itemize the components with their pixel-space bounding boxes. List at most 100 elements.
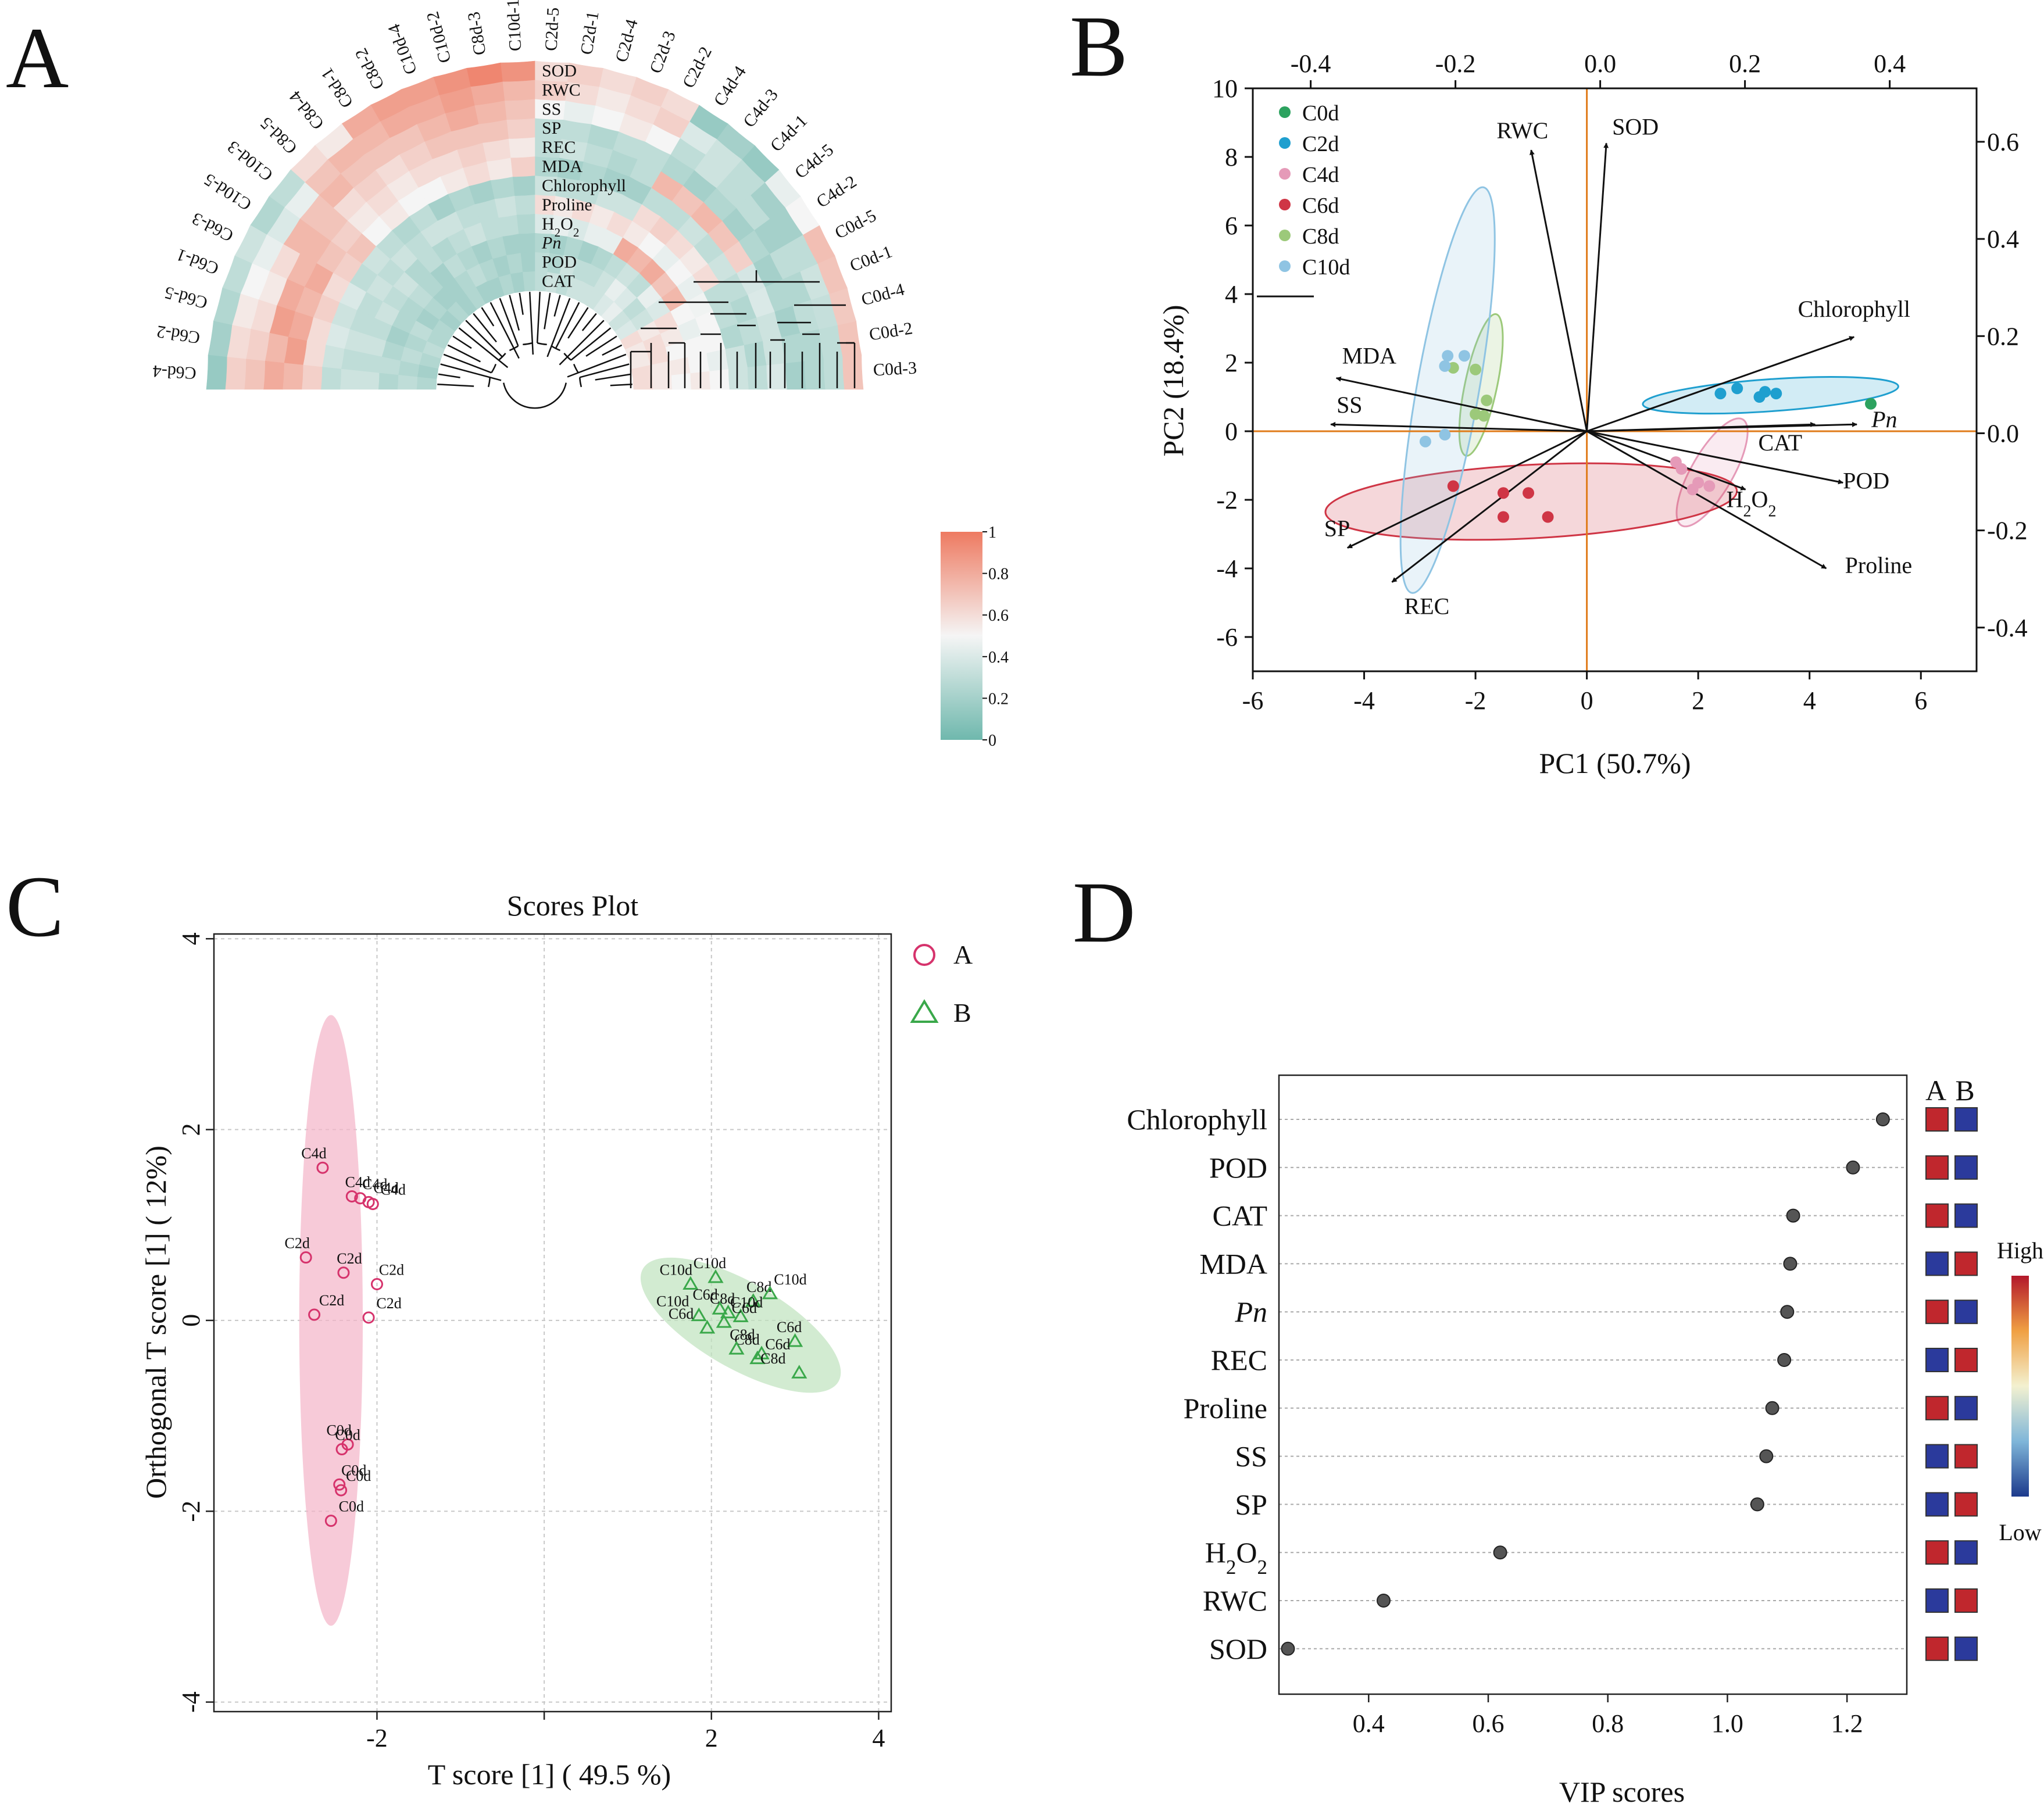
top-tick-label: 0.4 (1874, 49, 1906, 78)
dendrogram-arc (487, 377, 491, 388)
formula-subscript: 2 (1226, 1556, 1237, 1579)
vip-heat-square (1925, 1155, 1949, 1180)
heatmap-sample-label: C0d-1 (847, 242, 895, 275)
heatmap-cell (512, 176, 535, 196)
dendrogram-branch (595, 373, 632, 381)
biplot-frame (1252, 87, 1978, 672)
score-point (1523, 487, 1535, 499)
scores-plot-title: Scores Plot (507, 889, 639, 922)
point-label: C4d (301, 1145, 326, 1162)
loading-label-text: Proline (1845, 552, 1913, 578)
heatmap-sample-label: C4d-4 (710, 63, 750, 110)
vip-heat-square (1925, 1348, 1949, 1372)
heatmap-sample-label: C10d-4 (384, 22, 421, 77)
heatmap-cell (263, 360, 285, 390)
y-tick-label: -4 (1216, 554, 1238, 583)
vip-row-label: Pn (1234, 1295, 1267, 1328)
loading-arrow (1586, 430, 1827, 570)
y-tick-label: -2 (1216, 486, 1238, 514)
vip-heat-square (1925, 1636, 1949, 1661)
y-tick-label: 2 (1225, 349, 1238, 377)
score-point (691, 1307, 707, 1322)
dendrogram-branch (452, 335, 472, 349)
panel-label-d: D (1073, 864, 1135, 961)
loading-arrow (1391, 430, 1588, 583)
heatmap-colorbar: 1 0.8 0.6 0.4 0.2 0 (941, 524, 1009, 750)
dendrogram-branch (438, 373, 460, 378)
loading-arrow (1530, 149, 1588, 432)
loading-label-text: MDA (1342, 343, 1396, 369)
heatmap-sample-label: C0d-3 (873, 358, 917, 380)
heatmap-sample-label: C0d-4 (859, 280, 906, 309)
dendrogram-arc (551, 345, 561, 352)
colorbar-tick-label: 0 (988, 732, 996, 750)
dendrogram-branch (458, 327, 509, 368)
score-point (1481, 394, 1493, 406)
score-point (699, 1320, 716, 1334)
point-label: C2d (319, 1292, 344, 1309)
vip-dot (1786, 1208, 1800, 1223)
point-label: C4d (381, 1182, 406, 1198)
point-label: C10d (660, 1262, 692, 1279)
loading-label: Chlorophyll (1798, 296, 1910, 322)
right-tick-label: 0.0 (1987, 419, 2019, 448)
vip-heat-square (1954, 1300, 1978, 1325)
score-point (1770, 388, 1782, 400)
heatmap-sample-label: C0d-2 (868, 318, 914, 344)
loading-label: SP (1324, 516, 1350, 542)
colorbar-tick-label: 0.8 (988, 566, 1009, 584)
vip-heat-square (1954, 1348, 1978, 1372)
right-tick-label: 0.4 (1987, 225, 2019, 253)
x-tick-label: 4 (872, 1724, 885, 1752)
dendrogram-branch (528, 292, 534, 355)
legend-label-b: B (953, 998, 971, 1028)
heatmap-cell (283, 363, 304, 390)
dendrogram-branch (553, 295, 561, 317)
vip-heat-square (1925, 1300, 1949, 1325)
biplot-xlabel: PC1 (50.7%) (1539, 747, 1691, 779)
heatmap-sample-label: C10d-5 (201, 170, 255, 214)
dendrogram-branch (610, 383, 633, 386)
vip-dot (1377, 1594, 1391, 1608)
heatmap-sample-label: C6d-5 (162, 282, 209, 312)
vip-xlabel: VIP scores (1559, 1776, 1685, 1808)
heatmap-variable-label: Proline (542, 195, 592, 214)
point-label: C8d (730, 1326, 755, 1343)
heatmap-sample-label: C8d-5 (256, 113, 301, 158)
dendrogram-branch (567, 307, 589, 339)
right-tick-label: 0.2 (1987, 322, 2019, 350)
heatmap-cell (340, 368, 361, 390)
point-label: C0d (346, 1468, 371, 1484)
vip-row-label: Chlorophyll (1127, 1103, 1267, 1136)
heatmap-cell (303, 341, 326, 367)
heatmap-cell (823, 357, 845, 390)
point-label: C10d (730, 1294, 763, 1311)
dendrogram-branch (536, 292, 541, 343)
heatmap-cell (244, 359, 266, 390)
legend-label: C6d (1302, 194, 1339, 218)
x-tick-label: 1.2 (1831, 1709, 1863, 1738)
heatmap-cell (490, 177, 515, 200)
legend-marker-a (913, 944, 935, 966)
dendrogram-branch (465, 320, 503, 357)
score-point (1442, 350, 1454, 362)
x-tick-label: 2 (705, 1724, 718, 1752)
x-tick-label: 0.6 (1473, 1709, 1505, 1738)
loading-arrow (1335, 376, 1587, 432)
y-tick-label: 4 (1225, 280, 1238, 309)
formula-part: O (1236, 1536, 1257, 1569)
point-label: C0d (339, 1498, 364, 1515)
y-tick-label: 2 (177, 1123, 205, 1136)
heatmap-cell (322, 345, 345, 370)
y-tick-label: 0 (1225, 417, 1238, 446)
score-point (1439, 428, 1451, 441)
loading-arrow (1586, 421, 1816, 432)
variable-label-text: Proline (542, 195, 592, 214)
vip-heat-square (1925, 1492, 1949, 1517)
vip-row-label: SOD (1209, 1633, 1267, 1665)
score-point (749, 1350, 766, 1365)
scores-plot-ylabel: Orthogonal T score [1] ( 12%) (140, 1146, 172, 1499)
score-point (1470, 363, 1482, 375)
